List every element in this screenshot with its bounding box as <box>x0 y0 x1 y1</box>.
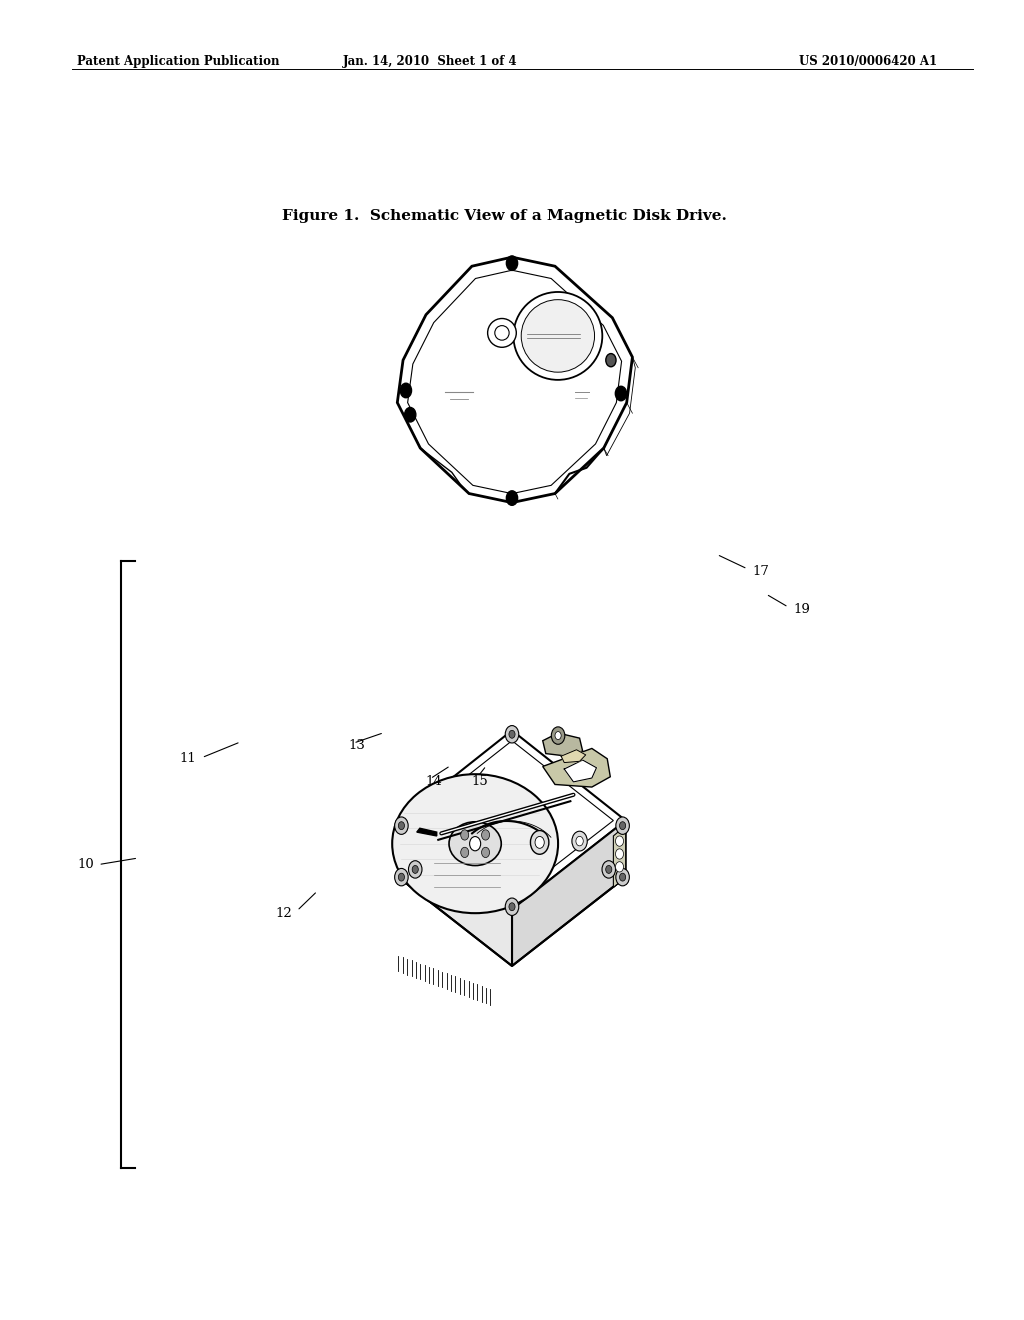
Ellipse shape <box>487 318 516 347</box>
Circle shape <box>409 861 422 878</box>
Ellipse shape <box>495 326 509 341</box>
Circle shape <box>461 847 469 858</box>
Ellipse shape <box>449 822 502 866</box>
Circle shape <box>535 837 545 849</box>
Circle shape <box>509 903 515 911</box>
Circle shape <box>398 874 404 882</box>
Circle shape <box>615 817 630 834</box>
Circle shape <box>551 727 565 744</box>
Text: 15: 15 <box>471 775 487 788</box>
Text: 12: 12 <box>275 907 292 920</box>
Polygon shape <box>543 733 583 756</box>
Circle shape <box>400 383 412 397</box>
Text: Patent Application Publication: Patent Application Publication <box>77 55 280 69</box>
Text: 17: 17 <box>753 565 769 578</box>
Polygon shape <box>397 257 633 503</box>
Polygon shape <box>561 750 586 763</box>
Circle shape <box>394 869 409 886</box>
Polygon shape <box>613 826 626 887</box>
Circle shape <box>398 821 404 830</box>
Circle shape <box>461 830 469 840</box>
Polygon shape <box>512 821 626 966</box>
Circle shape <box>506 256 517 271</box>
Circle shape <box>615 862 624 873</box>
Polygon shape <box>564 760 596 781</box>
Polygon shape <box>543 748 610 787</box>
Circle shape <box>506 491 517 506</box>
Circle shape <box>615 387 627 401</box>
Circle shape <box>412 866 418 874</box>
Polygon shape <box>398 730 626 909</box>
Text: 14: 14 <box>425 775 441 788</box>
Ellipse shape <box>521 300 595 372</box>
Circle shape <box>481 847 489 858</box>
Text: 13: 13 <box>348 739 365 752</box>
Ellipse shape <box>392 774 558 913</box>
Circle shape <box>394 817 409 834</box>
Circle shape <box>571 832 587 851</box>
Circle shape <box>470 837 480 851</box>
Text: 11: 11 <box>180 752 197 766</box>
Circle shape <box>615 869 630 886</box>
Circle shape <box>481 830 489 840</box>
Circle shape <box>606 354 616 367</box>
Circle shape <box>620 874 626 882</box>
Text: 19: 19 <box>794 603 810 616</box>
Polygon shape <box>417 828 436 836</box>
Text: 10: 10 <box>78 858 94 871</box>
Circle shape <box>615 849 624 859</box>
Circle shape <box>602 861 615 878</box>
Polygon shape <box>398 821 512 966</box>
Text: Jan. 14, 2010  Sheet 1 of 4: Jan. 14, 2010 Sheet 1 of 4 <box>343 55 517 69</box>
Circle shape <box>404 408 416 422</box>
Ellipse shape <box>513 292 602 380</box>
Circle shape <box>509 730 515 738</box>
Text: US 2010/0006420 A1: US 2010/0006420 A1 <box>799 55 937 69</box>
Circle shape <box>620 821 626 830</box>
Circle shape <box>505 726 519 743</box>
Circle shape <box>530 830 549 854</box>
Circle shape <box>615 836 624 846</box>
Text: Figure 1.  Schematic View of a Magnetic Disk Drive.: Figure 1. Schematic View of a Magnetic D… <box>282 209 726 223</box>
Circle shape <box>555 731 561 739</box>
Circle shape <box>575 837 584 846</box>
Circle shape <box>606 866 612 874</box>
Circle shape <box>505 898 519 916</box>
